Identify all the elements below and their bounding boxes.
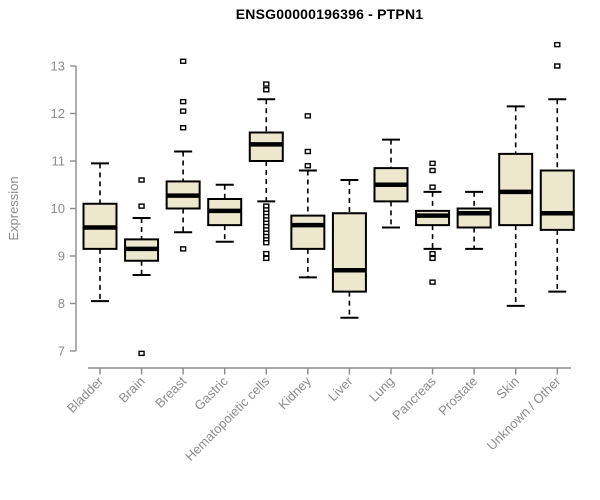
x-tick-label-gastric: Gastric <box>191 373 231 413</box>
outlier-point <box>179 246 187 252</box>
y-tick-label: 13 <box>51 59 65 74</box>
boxplot-group-skin <box>498 105 534 307</box>
boxplot-group-brain <box>124 177 160 357</box>
x-tick-label-pancreas: Pancreas <box>389 373 439 423</box>
boxplot-group-kidney <box>290 113 326 279</box>
outlier-point <box>429 255 436 262</box>
y-tick-label: 9 <box>58 249 65 264</box>
boxplot-group-unknown-other <box>539 41 575 293</box>
outlier-point <box>304 113 312 119</box>
x-tick-label-brain: Brain <box>116 374 148 406</box>
boxplot-group-bladder <box>82 162 118 303</box>
boxplot-group-pancreas <box>415 160 451 285</box>
x-tick-label-liver: Liver <box>325 373 356 404</box>
outlier-point <box>263 239 270 246</box>
boxplot-group-prostate <box>456 190 492 250</box>
y-tick-label: 7 <box>58 344 65 359</box>
outlier-point <box>429 167 436 174</box>
outlier-point <box>554 41 561 48</box>
outlier-point <box>429 184 436 190</box>
iqr-box <box>539 169 575 231</box>
outlier-point <box>179 125 187 131</box>
iqr-box <box>331 212 367 293</box>
x-tick-label-unknown-other: Unknown / Other <box>484 373 564 453</box>
outlier-point <box>263 81 270 87</box>
outlier-point <box>304 163 312 169</box>
outlier-point <box>138 203 145 209</box>
x-tick-label-kidney: Kidney <box>275 373 314 412</box>
boxplot-group-hematopoietic-cells <box>248 81 284 262</box>
outlier-point <box>179 108 187 114</box>
outlier-point <box>179 58 187 64</box>
boxplot-group-lung <box>373 138 409 229</box>
iqr-box <box>498 152 534 227</box>
outlier-point <box>429 250 436 257</box>
outlier-point <box>304 148 312 155</box>
boxplot-group-gastric <box>207 183 243 243</box>
boxplot-group-breast <box>165 58 201 252</box>
x-tick-label-breast: Breast <box>152 373 189 410</box>
outlier-point <box>138 177 145 183</box>
x-tick-label-skin: Skin <box>493 374 521 402</box>
boxplot-group-liver <box>331 179 367 319</box>
outlier-point <box>429 160 436 167</box>
outlier-point <box>263 255 270 262</box>
iqr-box <box>248 131 284 162</box>
iqr-box <box>290 214 326 250</box>
x-tick-label-prostate: Prostate <box>435 374 480 419</box>
y-tick-label: 11 <box>52 154 66 169</box>
x-tick-label-lung: Lung <box>366 374 397 405</box>
x-tick-label-bladder: Bladder <box>64 373 107 416</box>
outlier-point <box>263 250 270 257</box>
iqr-box <box>415 209 451 227</box>
outlier-point <box>554 63 561 69</box>
y-tick-label: 8 <box>58 296 65 311</box>
y-tick-label: 10 <box>51 201 65 216</box>
outlier-point <box>138 350 145 357</box>
chart-title: ENSG00000196396 - PTPN1 <box>235 6 424 22</box>
outlier-point <box>429 279 436 285</box>
outlier-point <box>179 98 187 105</box>
outlier-point <box>263 87 270 93</box>
y-tick-label: 12 <box>51 106 65 121</box>
